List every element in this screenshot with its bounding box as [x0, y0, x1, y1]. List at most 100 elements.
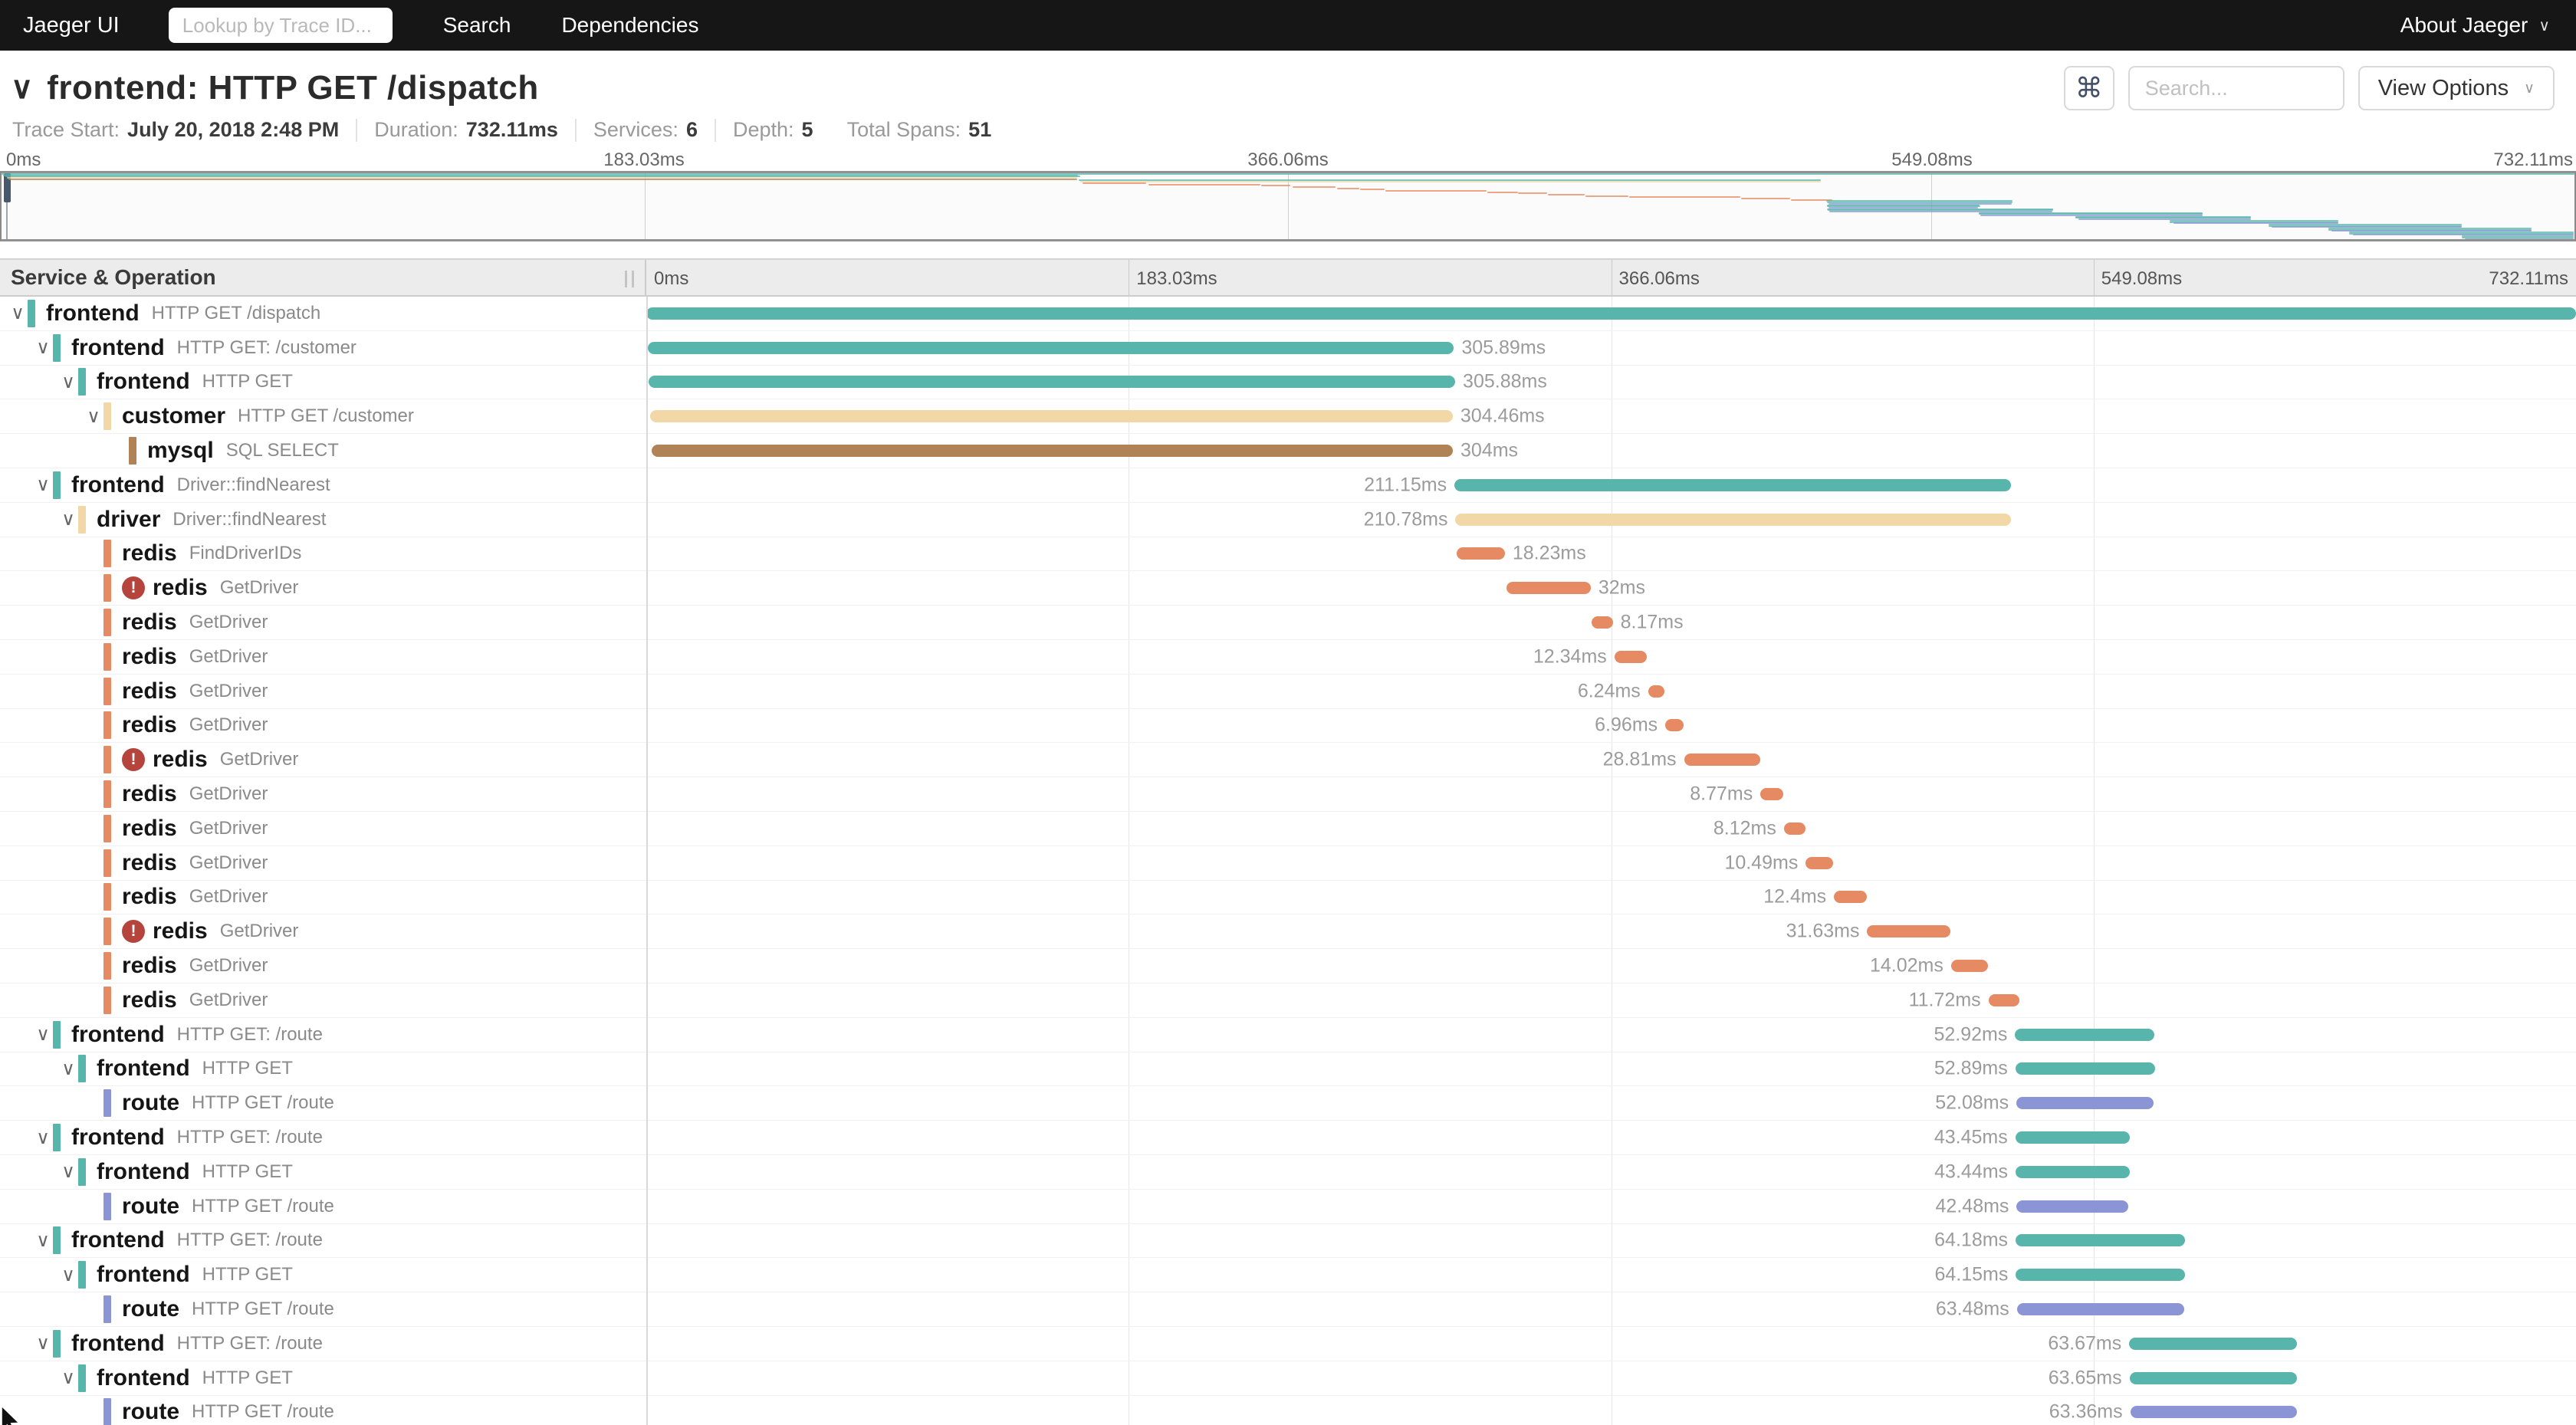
span-bar[interactable]: [2016, 1165, 2131, 1178]
span-timeline-cell[interactable]: 43.44ms: [646, 1155, 2576, 1189]
span-timeline-cell[interactable]: 210.78ms: [646, 503, 2576, 537]
expand-chevron-icon[interactable]: ∨: [36, 1230, 50, 1251]
about-jaeger-menu[interactable]: About Jaeger ∨: [2400, 13, 2550, 38]
span-name-cell[interactable]: ∨ frontend HTTP GET: /route: [0, 1018, 646, 1052]
expand-chevron-icon[interactable]: ∨: [87, 406, 100, 427]
span-timeline-cell[interactable]: 304.46ms: [646, 399, 2576, 433]
span-name-cell[interactable]: redis GetDriver: [0, 949, 646, 983]
span-row[interactable]: redis GetDriver 8.12ms: [0, 812, 2576, 846]
span-bar[interactable]: [1684, 754, 1760, 767]
span-name-cell[interactable]: ∨ customer HTTP GET /customer: [0, 399, 646, 433]
span-name-cell[interactable]: redis GetDriver: [0, 675, 646, 708]
span-timeline-cell[interactable]: 8.17ms: [646, 606, 2576, 639]
span-timeline-cell[interactable]: 305.88ms: [646, 366, 2576, 399]
minimap-scrubber-handle[interactable]: [4, 173, 11, 202]
span-row[interactable]: redis GetDriver 12.34ms: [0, 640, 2576, 675]
span-name-cell[interactable]: redis GetDriver: [0, 881, 646, 914]
span-name-cell[interactable]: redis FindDriverIDs: [0, 537, 646, 571]
span-bar[interactable]: [651, 445, 1454, 458]
span-row[interactable]: ∨ frontend HTTP GET: /route 63.67ms: [0, 1327, 2576, 1361]
span-timeline-cell[interactable]: 18.23ms: [646, 537, 2576, 571]
span-timeline-cell[interactable]: 63.67ms: [646, 1327, 2576, 1361]
expand-chevron-icon[interactable]: ∨: [36, 1127, 50, 1148]
span-row[interactable]: redis GetDriver 14.02ms: [0, 949, 2576, 983]
span-timeline-cell[interactable]: 52.92ms: [646, 1018, 2576, 1052]
span-timeline-cell[interactable]: 12.34ms: [646, 640, 2576, 674]
span-timeline-cell[interactable]: 8.77ms: [646, 777, 2576, 811]
expand-chevron-icon[interactable]: ∨: [36, 337, 50, 359]
span-row[interactable]: ∨ frontend HTTP GET: /customer 305.89ms: [0, 331, 2576, 366]
nav-item-dependencies[interactable]: Dependencies: [561, 13, 699, 37]
span-name-cell[interactable]: redis GetDriver: [0, 846, 646, 880]
expand-chevron-icon[interactable]: ∨: [61, 1264, 75, 1285]
span-bar[interactable]: [2129, 1371, 2298, 1384]
span-timeline-cell[interactable]: [646, 297, 2576, 330]
span-timeline-cell[interactable]: 63.48ms: [646, 1292, 2576, 1326]
span-name-cell[interactable]: redis GetDriver: [0, 812, 646, 845]
span-bar[interactable]: [1506, 582, 1591, 595]
expand-chevron-icon[interactable]: ∨: [11, 303, 25, 324]
span-row[interactable]: ∨ frontend HTTP GET 43.44ms: [0, 1155, 2576, 1190]
span-name-cell[interactable]: ! redis GetDriver: [0, 914, 646, 948]
span-name-cell[interactable]: ∨ frontend HTTP GET: /route: [0, 1121, 646, 1154]
span-timeline-cell[interactable]: 63.36ms: [646, 1396, 2576, 1425]
span-name-cell[interactable]: ! redis GetDriver: [0, 743, 646, 777]
span-row[interactable]: redis GetDriver 6.24ms: [0, 675, 2576, 709]
span-bar[interactable]: [2016, 1303, 2184, 1315]
expand-chevron-icon[interactable]: ∨: [61, 509, 75, 530]
span-bar[interactable]: [646, 307, 2576, 320]
span-bar[interactable]: [1834, 891, 1867, 904]
span-bar[interactable]: [1457, 547, 1505, 560]
trace-minimap[interactable]: 0ms 183.03ms 366.06ms 549.08ms 732.11ms: [0, 149, 2576, 241]
span-name-cell[interactable]: ∨ frontend HTTP GET: [0, 1155, 646, 1189]
span-bar[interactable]: [1455, 513, 2012, 526]
span-timeline-cell[interactable]: 52.89ms: [646, 1052, 2576, 1086]
span-row[interactable]: route HTTP GET /route 52.08ms: [0, 1086, 2576, 1121]
span-row[interactable]: ∨ frontend HTTP GET: /route 64.18ms: [0, 1224, 2576, 1259]
span-bar[interactable]: [1760, 788, 1784, 801]
span-row[interactable]: ∨ frontend HTTP GET: /route 43.45ms: [0, 1121, 2576, 1155]
span-row[interactable]: ∨ driver Driver::findNearest 210.78ms: [0, 503, 2576, 537]
span-name-cell[interactable]: redis GetDriver: [0, 606, 646, 639]
span-bar[interactable]: [2016, 1097, 2154, 1110]
span-timeline-cell[interactable]: 52.08ms: [646, 1086, 2576, 1120]
span-row[interactable]: redis GetDriver 8.17ms: [0, 606, 2576, 640]
span-name-cell[interactable]: route HTTP GET /route: [0, 1292, 646, 1326]
span-row[interactable]: route HTTP GET /route 63.48ms: [0, 1292, 2576, 1327]
span-name-cell[interactable]: mysql SQL SELECT: [0, 434, 646, 468]
span-row[interactable]: ∨ frontend HTTP GET 64.15ms: [0, 1258, 2576, 1293]
span-name-cell[interactable]: route HTTP GET /route: [0, 1086, 646, 1120]
span-timeline-cell[interactable]: 28.81ms: [646, 743, 2576, 777]
span-timeline-cell[interactable]: 10.49ms: [646, 846, 2576, 880]
span-row[interactable]: ∨ frontend HTTP GET 52.89ms: [0, 1052, 2576, 1087]
span-timeline-cell[interactable]: 14.02ms: [646, 949, 2576, 983]
span-row[interactable]: ∨ frontend HTTP GET 63.65ms: [0, 1361, 2576, 1396]
span-name-cell[interactable]: ∨ frontend HTTP GET /dispatch: [0, 297, 646, 330]
span-bar[interactable]: [1783, 822, 1806, 835]
span-row[interactable]: route HTTP GET /route 42.48ms: [0, 1190, 2576, 1224]
expand-chevron-icon[interactable]: ∨: [36, 1333, 50, 1354]
span-timeline-cell[interactable]: 6.24ms: [646, 675, 2576, 708]
span-bar[interactable]: [2015, 1062, 2155, 1075]
span-bar[interactable]: [1867, 925, 1951, 938]
span-row[interactable]: redis GetDriver 6.96ms: [0, 709, 2576, 744]
span-name-cell[interactable]: redis GetDriver: [0, 777, 646, 811]
span-bar[interactable]: [649, 376, 1456, 389]
span-name-cell[interactable]: route HTTP GET /route: [0, 1396, 646, 1425]
span-timeline-cell[interactable]: 64.15ms: [646, 1258, 2576, 1292]
span-bar[interactable]: [1648, 685, 1665, 698]
expand-chevron-icon[interactable]: ∨: [36, 474, 50, 496]
expand-chevron-icon[interactable]: ∨: [61, 371, 75, 392]
span-bar[interactable]: [1950, 960, 1988, 973]
span-name-cell[interactable]: ∨ frontend HTTP GET: /customer: [0, 331, 646, 365]
span-row[interactable]: route HTTP GET /route 63.36ms: [0, 1396, 2576, 1425]
span-bar[interactable]: [2015, 1028, 2155, 1041]
span-row[interactable]: redis GetDriver 10.49ms: [0, 846, 2576, 881]
span-bar[interactable]: [1665, 719, 1684, 732]
expand-chevron-icon[interactable]: ∨: [61, 1368, 75, 1389]
span-bar[interactable]: [2016, 1234, 2185, 1247]
span-timeline-cell[interactable]: 43.45ms: [646, 1121, 2576, 1154]
span-timeline-cell[interactable]: 32ms: [646, 571, 2576, 605]
span-row[interactable]: redis FindDriverIDs 18.23ms: [0, 537, 2576, 572]
span-timeline-cell[interactable]: 31.63ms: [646, 914, 2576, 948]
